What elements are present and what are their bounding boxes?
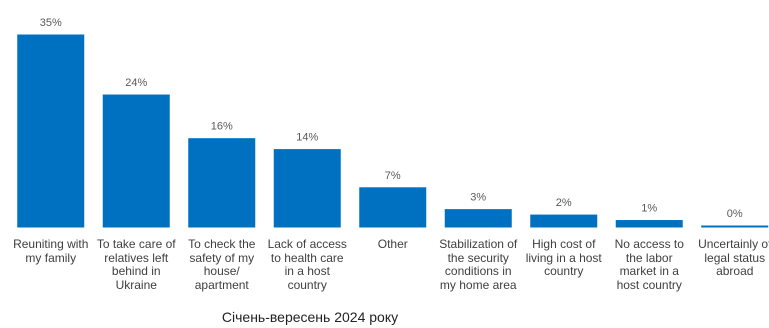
value-label: 0% xyxy=(727,208,743,220)
bar xyxy=(444,209,512,228)
bar xyxy=(615,220,683,228)
caption: Січень-вересень 2024 року xyxy=(221,309,399,325)
category-label: No access to the labor market in a host … xyxy=(614,237,684,292)
value-label: 35% xyxy=(40,17,62,29)
bar xyxy=(701,225,769,228)
category-label: To check the safety of my house/ apartme… xyxy=(188,237,256,292)
bar xyxy=(359,187,427,228)
category-label: Other xyxy=(377,237,408,251)
bar xyxy=(530,214,598,228)
bar xyxy=(188,138,256,228)
category-label: To take care of relatives left behind in… xyxy=(96,237,176,292)
value-label: 7% xyxy=(385,170,401,182)
category-label: High cost of living in a host country xyxy=(525,237,602,278)
value-label: 16% xyxy=(211,121,233,133)
value-label: 3% xyxy=(470,192,486,204)
bar xyxy=(17,34,85,228)
value-label: 1% xyxy=(641,203,657,215)
value-label: 24% xyxy=(125,77,147,89)
category-label: Uncertainly of legal status abroad xyxy=(698,237,769,278)
bar xyxy=(273,149,341,228)
value-label: 14% xyxy=(296,132,318,144)
category-label: Lack of access to health care in a host … xyxy=(267,237,347,292)
bar xyxy=(102,94,170,228)
category-label: Reuniting with my family xyxy=(13,237,89,265)
value-label: 2% xyxy=(556,197,572,209)
category-label: Stabilization of the security conditions… xyxy=(439,237,518,292)
